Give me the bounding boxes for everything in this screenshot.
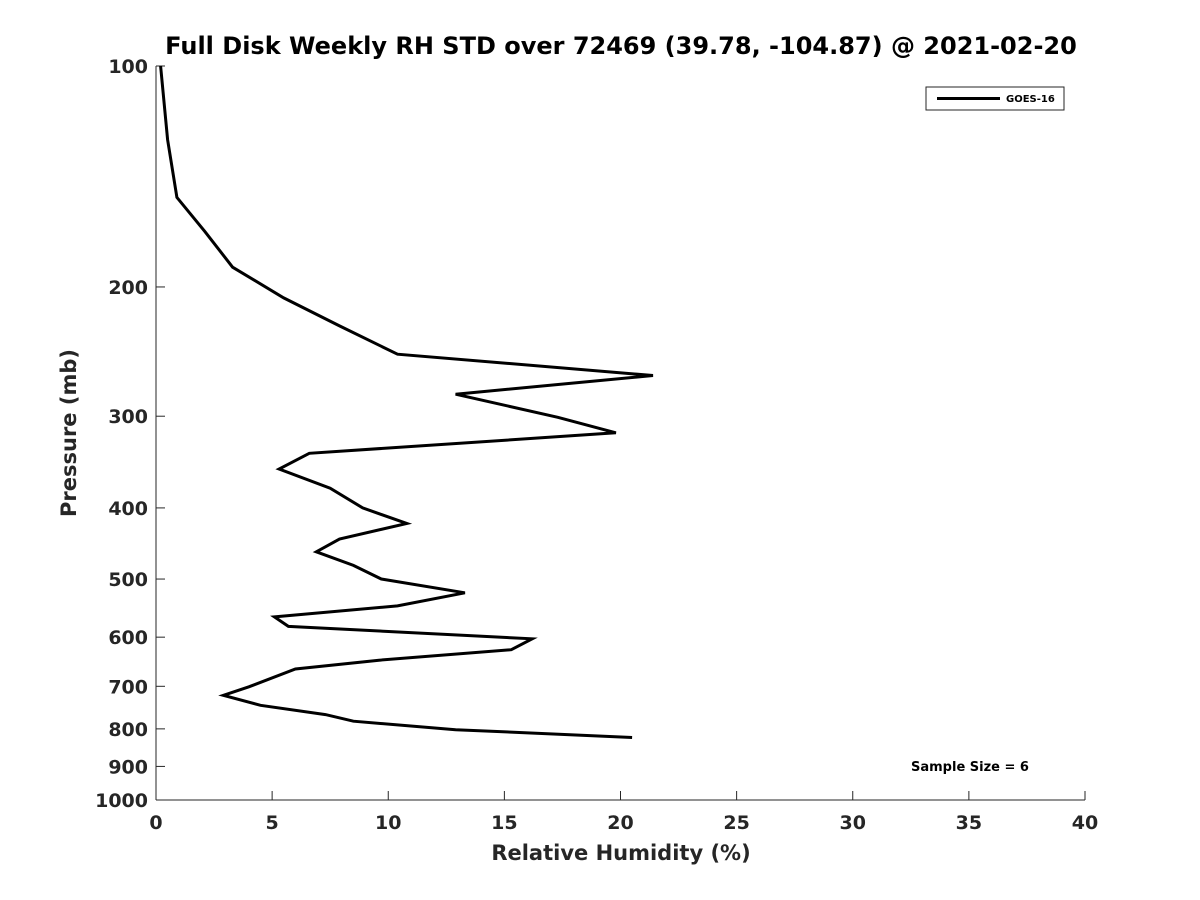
data-point — [615, 432, 616, 433]
x-ticks: 0 5 10 15 20 25 30 35 40 — [149, 791, 1098, 834]
data-point — [260, 705, 261, 706]
y-tick-label: 500 — [108, 569, 148, 591]
y-ticks: 100 200 300 400 500 600 700 800 900 1000 — [95, 56, 165, 812]
data-point — [248, 686, 249, 687]
data-point — [455, 729, 456, 730]
data-point — [381, 579, 382, 580]
y-tick-label: 400 — [108, 498, 148, 520]
x-axis-label: Relative Humidity (%) — [491, 841, 750, 865]
data-point — [339, 539, 340, 540]
sample-size-annotation: Sample Size = 6 — [911, 760, 1029, 775]
y-tick-label: 1000 — [95, 790, 148, 812]
x-tick-label: 5 — [266, 812, 279, 834]
legend: GOES-16 — [925, 86, 1065, 111]
data-point — [167, 139, 168, 140]
chart-title: Full Disk Weekly RH STD over 72469 (39.7… — [165, 32, 1077, 60]
data-point — [557, 417, 558, 418]
data-point — [176, 197, 177, 198]
data-point — [274, 616, 275, 617]
data-point — [532, 638, 533, 639]
data-point — [406, 523, 407, 524]
data-point — [397, 605, 398, 606]
data-point — [339, 325, 340, 326]
data-point — [325, 714, 326, 715]
data-point — [353, 721, 354, 722]
y-tick-label: 200 — [108, 277, 148, 299]
data-point — [232, 267, 233, 268]
x-tick-label: 10 — [375, 812, 401, 834]
data-point — [353, 565, 354, 566]
y-tick-label: 600 — [108, 627, 148, 649]
data-point — [295, 669, 296, 670]
data-point — [223, 695, 224, 696]
data-point — [455, 394, 456, 395]
data-point — [309, 453, 310, 454]
data-point — [653, 375, 654, 376]
series-line-goes-16 — [159, 65, 654, 739]
y-tick-label: 800 — [108, 719, 148, 741]
data-point — [362, 507, 363, 508]
x-tick-label: 20 — [607, 812, 633, 834]
plot-area: 0 5 10 15 20 25 30 35 40 100 200 300 400 500 600 700 80… — [95, 56, 1098, 834]
data-point — [288, 626, 289, 627]
data-point — [279, 469, 280, 470]
y-tick-label: 100 — [108, 56, 148, 78]
data-point — [511, 649, 512, 650]
data-point — [397, 354, 398, 355]
data-point — [330, 488, 331, 489]
data-point — [464, 592, 465, 593]
x-tick-label: 30 — [840, 812, 866, 834]
x-tick-label: 25 — [723, 812, 749, 834]
x-tick-label: 40 — [1072, 812, 1098, 834]
y-tick-label: 900 — [108, 756, 148, 778]
data-point — [379, 660, 380, 661]
data-point — [316, 551, 317, 552]
data-point — [204, 231, 205, 232]
x-tick-label: 15 — [491, 812, 517, 834]
x-tick-label: 0 — [149, 812, 162, 834]
series-layer — [159, 65, 654, 739]
y-tick-label: 700 — [108, 676, 148, 698]
y-tick-label: 300 — [108, 406, 148, 428]
data-point — [632, 737, 633, 738]
x-tick-label: 35 — [956, 812, 982, 834]
data-point — [283, 297, 284, 298]
y-axis-label: Pressure (mb) — [57, 349, 81, 517]
legend-label-goes-16: GOES-16 — [1006, 94, 1055, 105]
data-point — [160, 66, 161, 67]
